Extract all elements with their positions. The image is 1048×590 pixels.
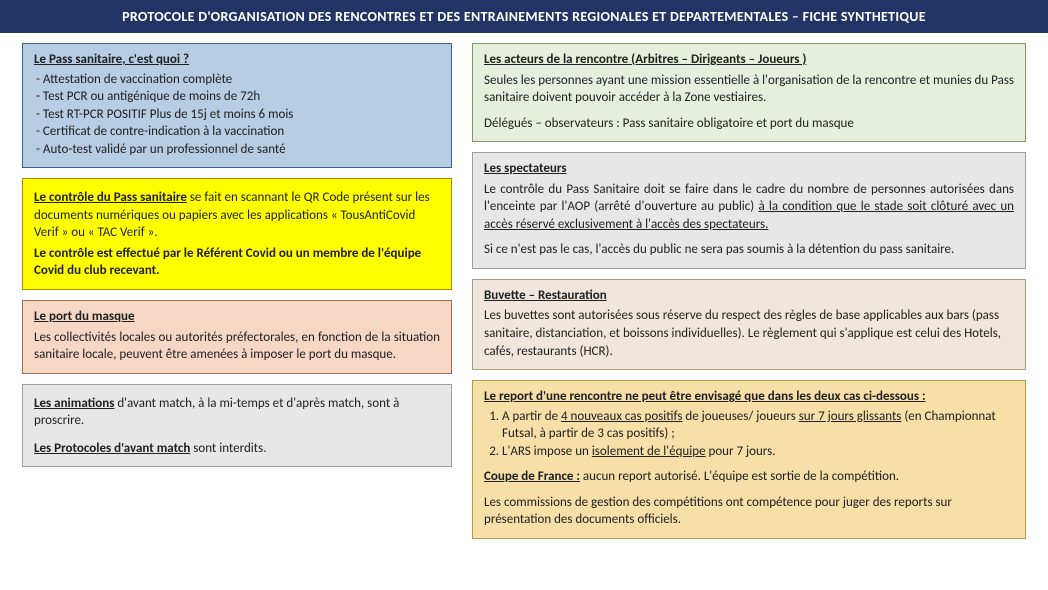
card-pass-sanitaire: Le Pass sanitaire, c'est quoi ? Attestat… bbox=[22, 43, 452, 168]
masque-body: Les collectivités locales ou autorités p… bbox=[34, 329, 440, 364]
txt: A partir de bbox=[502, 409, 561, 424]
acteurs-p2: Délégués – observateurs : Pass sanitaire… bbox=[484, 115, 1014, 133]
coupe-title: Coupe de France : bbox=[484, 469, 580, 484]
card-controle: Le contrôle du Pass sanitaire se fait en… bbox=[22, 178, 452, 290]
card-title: Buvette – Restauration bbox=[484, 288, 607, 303]
anim-line2: Les Protocoles d'avant match sont interd… bbox=[34, 440, 440, 458]
acteurs-p1: Seules les personnes ayant une mission e… bbox=[484, 72, 1014, 107]
spect-p1: Le contrôle du Pass Sanitaire doit se fa… bbox=[484, 181, 1014, 234]
card-title: Les spectateurs bbox=[484, 161, 567, 176]
txt: L'ARS impose un bbox=[502, 444, 592, 459]
controle-line1: Le contrôle du Pass sanitaire se fait en… bbox=[34, 189, 440, 242]
txt-u: isolement de l'équipe bbox=[592, 444, 706, 459]
spect-p2: Si ce n'est pas le cas, l'accès du publi… bbox=[484, 241, 1014, 259]
txt-u: 4 nouveaux cas positifs bbox=[561, 409, 682, 424]
report-list: A partir de 4 nouveaux cas positifs de j… bbox=[484, 408, 1014, 461]
card-animations: Les animations d'avant match, à la mi-te… bbox=[22, 384, 452, 468]
anim-line1: Les animations d'avant match, à la mi-te… bbox=[34, 395, 440, 430]
controle-lead: Le contrôle du Pass sanitaire bbox=[34, 190, 187, 205]
controle-line2: Le contrôle est effectué par le Référent… bbox=[34, 245, 440, 280]
txt: de joueuses/ joueurs bbox=[682, 409, 798, 424]
card-title: Le report d'une rencontre ne peut être e… bbox=[484, 389, 926, 404]
pass-list: Attestation de vaccination complète Test… bbox=[34, 71, 440, 159]
list-item: Test PCR ou antigénique de moins de 72h bbox=[36, 88, 440, 106]
txt-u: sur 7 jours glissants bbox=[799, 409, 902, 424]
card-title: Le port du masque bbox=[34, 309, 135, 324]
right-column: Les acteurs de la rencontre (Arbitres – … bbox=[472, 43, 1026, 539]
list-item: L'ARS impose un isolement de l'équipe po… bbox=[502, 443, 1014, 461]
card-masque: Le port du masque Les collectivités loca… bbox=[22, 300, 452, 374]
card-title: Les acteurs de la rencontre (Arbitres – … bbox=[484, 52, 806, 67]
list-item: A partir de 4 nouveaux cas positifs de j… bbox=[502, 408, 1014, 443]
list-item: Certificat de contre-indication à la vac… bbox=[36, 123, 440, 141]
list-item: Attestation de vaccination complète bbox=[36, 71, 440, 89]
left-column: Le Pass sanitaire, c'est quoi ? Attestat… bbox=[22, 43, 452, 539]
card-spectateurs: Les spectateurs Le contrôle du Pass Sani… bbox=[472, 152, 1026, 269]
report-last: Les commissions de gestion des compétiti… bbox=[484, 494, 1014, 529]
card-buvette: Buvette – Restauration Les buvettes sont… bbox=[472, 279, 1026, 370]
anim-l1-lead: Les animations bbox=[34, 396, 114, 411]
coupe-rest: aucun report autorisé. L'équipe est sort… bbox=[580, 469, 899, 484]
anim-l2-rest: sont interdits. bbox=[190, 441, 266, 456]
report-coupe: Coupe de France : aucun report autorisé.… bbox=[484, 468, 1014, 486]
txt: pour 7 jours. bbox=[706, 444, 776, 459]
list-item: Auto-test validé par un professionnel de… bbox=[36, 141, 440, 159]
anim-l2-lead: Les Protocoles d'avant match bbox=[34, 441, 190, 456]
card-title: Le Pass sanitaire, c'est quoi ? bbox=[34, 52, 189, 67]
columns: Le Pass sanitaire, c'est quoi ? Attestat… bbox=[0, 33, 1048, 553]
buvette-body: Les buvettes sont autorisées sous réserv… bbox=[484, 307, 1014, 360]
list-item: Test RT-PCR POSITIF Plus de 15j et moins… bbox=[36, 106, 440, 124]
page-header: PROTOCOLE D'ORGANISATION DES RENCONTRES … bbox=[0, 0, 1048, 33]
card-acteurs: Les acteurs de la rencontre (Arbitres – … bbox=[472, 43, 1026, 142]
card-report: Le report d'une rencontre ne peut être e… bbox=[472, 380, 1026, 539]
